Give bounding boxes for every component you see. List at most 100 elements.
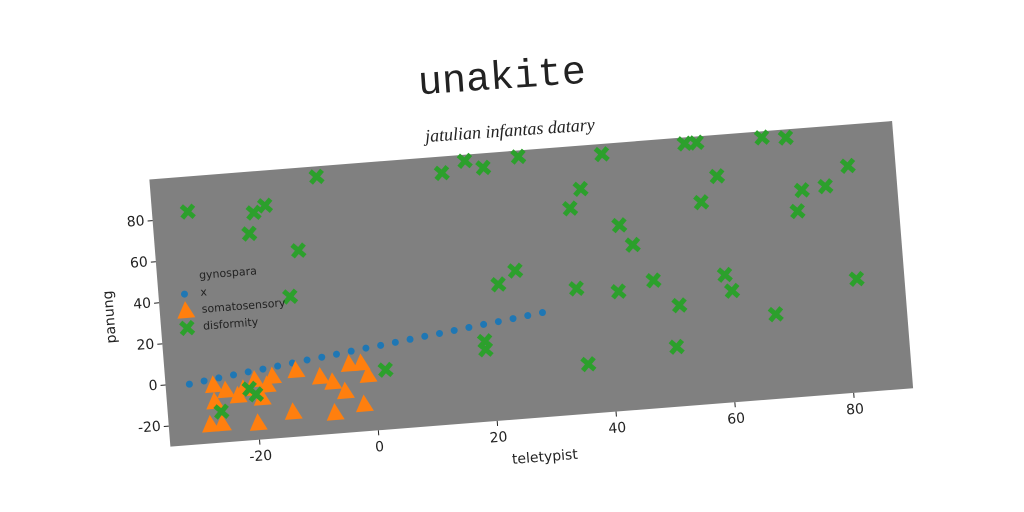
point [362,344,370,352]
point [229,385,248,404]
point [284,402,303,420]
point [524,312,532,320]
point [324,372,343,390]
point [332,350,340,358]
point [708,168,726,185]
point [391,338,399,346]
point [274,362,282,370]
point [789,203,806,220]
point [253,388,272,406]
point [839,157,856,174]
point [435,329,443,337]
y-tick-label: 0 [148,378,158,395]
point [568,280,585,297]
point [777,129,794,146]
point [264,366,283,385]
point [204,375,223,394]
y-tick-label: -20 [137,419,161,437]
point [610,283,627,300]
point [538,309,546,317]
point [206,391,225,410]
y-tick-label: 20 [136,337,155,354]
point [352,353,371,372]
point [185,380,193,388]
legend-label: x [200,285,208,299]
point [355,394,374,413]
y-tick-label: 40 [133,295,152,312]
plot-background [149,121,914,447]
point [753,129,770,146]
legend-marker [179,319,196,337]
chart-subtitle: jatulian infantas datary [422,114,595,146]
point [465,323,473,331]
point [311,366,330,385]
point [477,341,494,358]
y-axis-label: panung [100,290,120,344]
y-tick-label: 60 [129,254,148,271]
plot-area: -20 0 20 40 60 80 -20 0 20 40 60 80 teletypist panung… [100,121,914,468]
point [580,356,597,373]
point [258,375,277,393]
point [593,146,610,163]
point [200,377,208,385]
point [693,194,710,211]
point [668,338,685,355]
point [244,368,252,376]
point [624,236,641,253]
point [377,341,385,349]
point [256,197,274,214]
point [671,297,688,314]
point [249,413,268,431]
point [562,200,579,217]
point [406,335,414,343]
legend-label: disformity [203,315,260,332]
point [793,182,810,199]
point [213,413,232,432]
point [767,306,784,323]
legend-title: gynospara [199,264,258,282]
x-tick-label: 0 [375,439,385,456]
point [572,180,589,198]
point [290,242,307,259]
legend-marker [180,290,188,298]
x-tick-label: 60 [727,411,746,428]
point [848,270,865,287]
chart-title: unakite [417,51,588,108]
point [494,318,502,326]
point [259,365,267,373]
point [716,266,733,283]
point [433,164,450,182]
x-tick-label: 40 [608,420,627,437]
point [213,403,230,420]
point [507,262,524,279]
point [303,356,311,364]
point [282,288,299,305]
point [723,282,741,299]
point [336,381,355,400]
x-tick-label: 80 [846,401,865,418]
point [247,386,265,403]
point [480,320,488,328]
point [377,361,394,378]
point [509,315,517,323]
point [450,326,458,334]
point [230,371,238,379]
point [510,148,527,165]
point [490,276,507,293]
point [215,374,223,382]
point [347,347,355,355]
point [817,178,834,195]
point [241,225,258,242]
point [676,135,693,152]
point [645,272,662,289]
point [456,152,473,169]
point [475,159,492,176]
x-axis-label: teletypist [511,447,579,468]
point [359,365,378,383]
x-tick-label: 20 [489,429,508,446]
point [318,353,326,361]
point [688,134,705,151]
point [326,403,345,421]
legend-marker [177,301,196,319]
